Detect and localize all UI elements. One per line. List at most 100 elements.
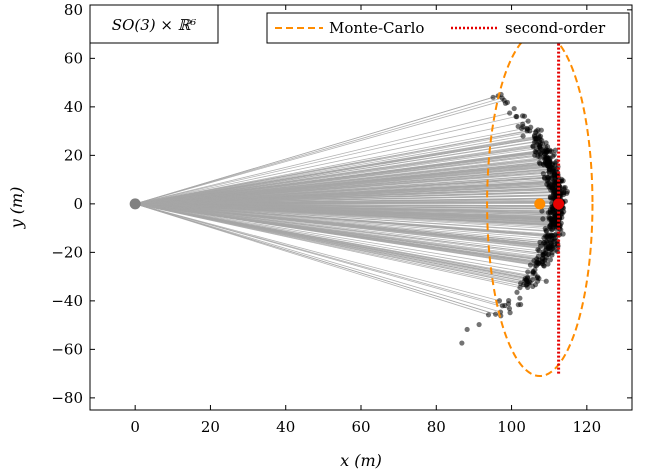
sample-point — [547, 240, 554, 246]
sample-point — [507, 110, 513, 116]
trajectory-ray — [135, 154, 535, 205]
sample-point — [539, 137, 545, 144]
sample-point — [562, 185, 568, 191]
sample-point — [527, 262, 534, 268]
trajectory-ray — [135, 130, 530, 205]
sample-point — [530, 269, 537, 275]
sample-point — [515, 123, 521, 130]
trajectory-ray — [135, 192, 564, 205]
sample-point — [538, 127, 544, 133]
trajectory-ray — [135, 181, 560, 205]
trajectory-ray — [135, 203, 489, 316]
sample-point — [532, 152, 538, 158]
sample-point — [518, 280, 524, 286]
sample-point — [551, 191, 557, 198]
trajectory-ray — [135, 177, 549, 205]
trajectory-ray — [135, 203, 549, 240]
trajectory-ray — [135, 162, 548, 205]
sample-point — [506, 305, 513, 312]
sample-point — [535, 253, 541, 260]
sample-point — [539, 208, 545, 214]
trajectory-ray — [135, 97, 503, 205]
trajectory-ray — [135, 203, 552, 208]
sample-point — [560, 231, 566, 237]
sample-point — [535, 261, 541, 267]
sample-point — [554, 166, 560, 172]
sample-point — [527, 128, 533, 134]
sample-point — [520, 133, 526, 139]
y-tick-label: −80 — [51, 389, 83, 407]
trajectory-ray — [135, 203, 545, 261]
sample-point — [522, 277, 528, 284]
sample-point — [525, 284, 531, 290]
sample-point — [517, 295, 523, 301]
sample-point — [519, 113, 526, 119]
sample-point — [532, 129, 539, 135]
sample-point — [545, 261, 551, 267]
x-tick-label: 120 — [573, 418, 602, 436]
trajectory-ray — [135, 203, 551, 244]
trajectory-ray — [135, 203, 553, 236]
trajectory-ray — [135, 203, 528, 288]
y-tick-label: −40 — [51, 292, 83, 310]
x-axis-title: x (m) — [340, 451, 382, 470]
y-tick-label: 0 — [73, 195, 83, 213]
x-tick-label: 60 — [351, 418, 370, 436]
sample-point — [520, 124, 526, 130]
y-tick-label: 80 — [64, 1, 83, 19]
trajectory-ray — [135, 126, 531, 205]
trajectory-ray — [135, 189, 551, 205]
second-order-mean-point — [553, 198, 565, 210]
trajectory-ray — [135, 151, 547, 205]
trajectory-ray — [135, 197, 559, 205]
y-tick-label: −60 — [51, 340, 83, 358]
sample-point — [543, 278, 549, 284]
sample-point — [490, 94, 496, 100]
sample-point — [530, 283, 536, 290]
x-tick-label: 40 — [276, 418, 295, 436]
x-tick-label: 0 — [130, 418, 140, 436]
sample-point — [511, 105, 517, 112]
y-axis-title: y (m) — [7, 187, 26, 230]
trajectory-ray — [135, 203, 539, 257]
sample-point — [518, 301, 524, 308]
sample-point — [547, 195, 554, 201]
sample-point — [507, 310, 513, 316]
trajectory-ray — [135, 203, 501, 313]
trajectory-ray — [135, 203, 557, 230]
sample-point — [527, 279, 533, 286]
sample-point — [550, 221, 557, 227]
x-tick-label: 20 — [201, 418, 220, 436]
legend: Monte-Carlo second-order — [266, 12, 630, 44]
sample-point — [464, 326, 470, 333]
sample-point — [540, 216, 546, 222]
trajectory-ray — [135, 140, 542, 205]
sample-point — [537, 239, 543, 245]
sample-point — [544, 160, 550, 166]
trajectory-ray — [135, 120, 529, 205]
sample-point — [552, 147, 558, 153]
sample-point — [534, 275, 540, 281]
trajectory-ray — [135, 203, 531, 283]
sample-point — [525, 269, 531, 275]
y-tick-label: 40 — [64, 98, 83, 116]
trajectory-ray — [135, 203, 535, 271]
sample-point — [485, 312, 492, 318]
sample-point — [546, 167, 553, 173]
sample-point — [543, 227, 549, 234]
trajectory-ray — [135, 185, 556, 205]
trajectory-ray — [135, 116, 517, 205]
sample-point — [543, 247, 549, 253]
sample-point — [545, 210, 552, 216]
sample-point — [546, 251, 552, 257]
sample-point — [534, 146, 540, 152]
sample-point — [540, 171, 547, 177]
trajectory-ray — [135, 203, 539, 265]
sample-point — [459, 340, 465, 346]
trajectory-ray — [135, 168, 557, 205]
monte-carlo-mean-point — [534, 198, 546, 210]
y-tick-label: 60 — [64, 49, 83, 67]
sample-point — [549, 161, 556, 167]
legend-monte-carlo-label: Monte-Carlo — [329, 19, 424, 37]
